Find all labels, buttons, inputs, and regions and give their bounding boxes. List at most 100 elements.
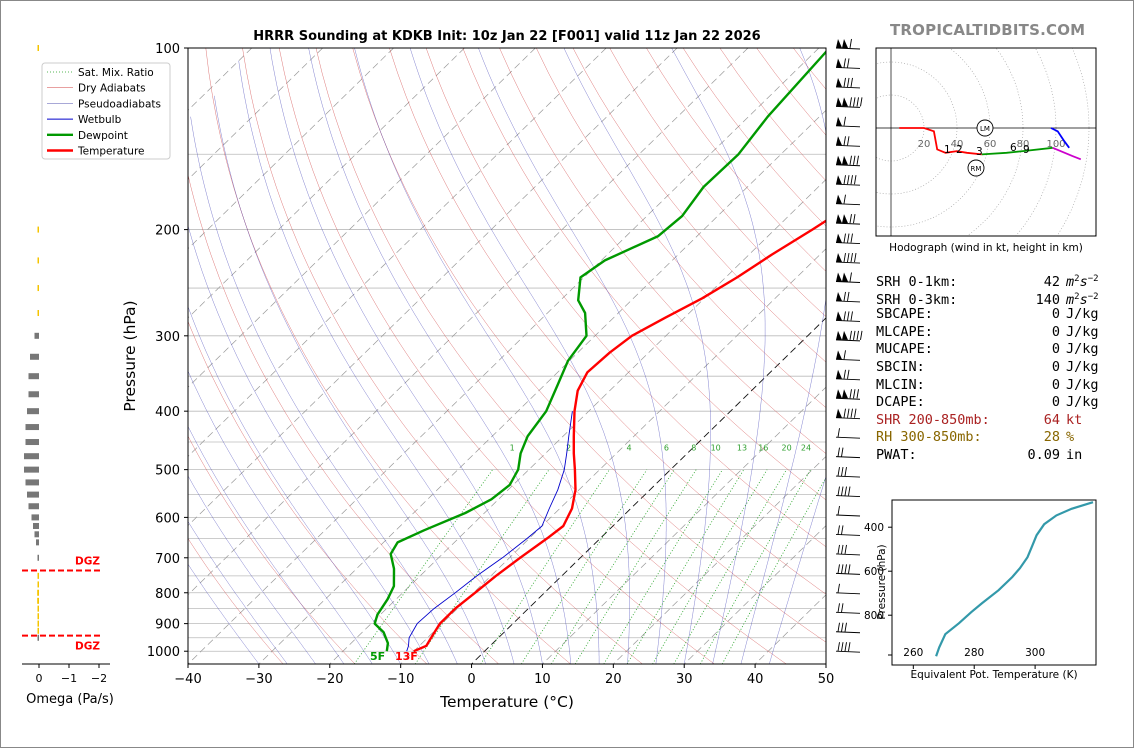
pseudoadiabat	[188, 305, 401, 664]
omega-bar	[27, 408, 39, 415]
omega-bar	[34, 531, 39, 538]
wind-barb-flag	[836, 136, 842, 146]
wind-barb-feather	[844, 486, 847, 496]
mixing-ratio-label: 30	[825, 444, 835, 453]
wind-barb-feather	[841, 486, 844, 496]
omega-bar	[37, 285, 39, 292]
wind-barb-shaft	[835, 261, 861, 264]
wind-barb-flag	[836, 39, 842, 48]
mixing-ratio-label: 4	[626, 444, 631, 453]
mixing-ratio-line	[480, 469, 610, 664]
wind-barb-shaft	[835, 650, 861, 653]
wind-barb-shaft	[835, 67, 861, 69]
y-tick-label: 300	[155, 330, 180, 345]
dry-adiabat	[425, 48, 826, 548]
dewpoint-profile	[373, 50, 826, 652]
omega-bar	[25, 439, 39, 446]
wind-barb-flag	[836, 116, 842, 126]
stat-unit: J/kg	[1066, 394, 1099, 411]
hodograph-trace	[899, 127, 982, 156]
wind-barb-shaft	[835, 572, 861, 575]
theta-e-x-axis-label: Equivalent Pot. Temperature (K)	[910, 669, 1077, 681]
dgz-label: DGZ	[75, 641, 100, 653]
hodograph-ring-label: 80	[1017, 139, 1030, 150]
dry-adiabat	[188, 320, 428, 664]
stat-value: 42	[1043, 274, 1060, 290]
hodograph-ring-label: 40	[951, 139, 964, 150]
omega-bar	[28, 503, 39, 510]
omega-tick-label: −2	[91, 672, 107, 685]
wind-barb-feather	[850, 252, 853, 263]
pseudoadiabat	[769, 475, 826, 664]
wind-barb-feather	[847, 291, 850, 302]
x-tick-label: 40	[747, 672, 764, 687]
stat-row: SHR 200-850mb: 64 kt	[876, 412, 1099, 430]
wind-barb-feather	[856, 330, 859, 340]
stat-row: MLCIN: 0 J/kg	[876, 377, 1099, 395]
x-tick-label: 0	[467, 672, 475, 687]
hodograph-ring-label: 100	[1046, 139, 1065, 150]
mixing-ratio-line	[626, 469, 745, 664]
wind-barb-flag	[836, 369, 842, 379]
dry-adiabat	[315, 48, 787, 664]
omega-bar	[37, 634, 39, 641]
dgz-label: DGZ	[75, 556, 100, 568]
omega-bar	[24, 466, 39, 473]
wind-barb-feather	[837, 525, 840, 535]
wind-barb-shaft	[835, 339, 861, 342]
dry-adiabat	[609, 48, 826, 318]
isotherm	[613, 455, 826, 664]
wind-barb-feather	[837, 622, 840, 632]
wind-barb-feather	[849, 155, 852, 165]
mixing-ratio-label: 20	[782, 444, 792, 453]
surface-temperature-label: 13F	[395, 650, 418, 663]
wind-barb-feather	[841, 603, 844, 613]
wind-barb-shaft	[835, 203, 861, 206]
mixing-ratio-label: 6	[664, 444, 669, 453]
wind-barb-shaft	[835, 397, 861, 400]
isotherm	[188, 48, 607, 457]
wind-barb-feather	[843, 291, 846, 302]
stat-value: 0	[1051, 306, 1060, 323]
wetbulb-profile	[406, 411, 573, 652]
wind-barb-feather	[841, 447, 844, 457]
mixing-ratio-label: 10	[711, 444, 721, 453]
wind-barb-shaft	[835, 358, 861, 361]
stat-value: 0	[1051, 394, 1060, 411]
x-tick-label: 20	[605, 672, 622, 687]
wind-barb-shaft	[835, 534, 861, 536]
hodograph-height-label: 3	[976, 146, 983, 158]
wind-barb-feather	[844, 544, 847, 554]
isotherm	[188, 48, 749, 596]
storm-motion-label: LM	[980, 125, 990, 133]
stat-label: SRH 0-1km:	[876, 274, 958, 290]
y-tick-label: 400	[155, 405, 180, 420]
hodograph-height-label: 6	[1010, 142, 1017, 154]
pseudoadiabat	[188, 520, 288, 664]
wind-barb-flag	[842, 155, 848, 165]
wind-barb-shaft	[835, 611, 861, 614]
mixing-ratio-line	[721, 476, 826, 664]
stat-label: SBCIN:	[876, 358, 925, 375]
wind-barb-feather	[841, 467, 844, 477]
x-tick-label: 10	[534, 672, 551, 687]
omega-tick-label: −1	[61, 672, 77, 685]
skewt-plot-area: 1 2 4 6 8 10 13 16 20 24 30 36	[188, 48, 835, 664]
x-tick-label: −20	[316, 672, 343, 687]
y-tick-label: 700	[155, 552, 180, 567]
wind-barb-feather	[843, 194, 846, 204]
omega-bar	[28, 391, 39, 398]
legend-label: Sat. Mix. Ratio	[78, 67, 154, 79]
y-tick-label: 600	[155, 511, 180, 526]
pseudoadiabat	[409, 48, 630, 664]
omega-bar	[30, 353, 39, 360]
dry-adiabat	[352, 48, 826, 643]
stat-value: 0	[1051, 358, 1060, 375]
stat-label: MLCIN:	[876, 376, 925, 393]
skewt-frame	[187, 47, 827, 665]
wind-barb-shaft	[835, 47, 861, 50]
wind-barb-feather	[843, 233, 846, 243]
wind-barb-feather	[847, 77, 850, 87]
wind-barb-shaft	[835, 222, 861, 225]
mixing-ratio-line	[673, 469, 787, 664]
